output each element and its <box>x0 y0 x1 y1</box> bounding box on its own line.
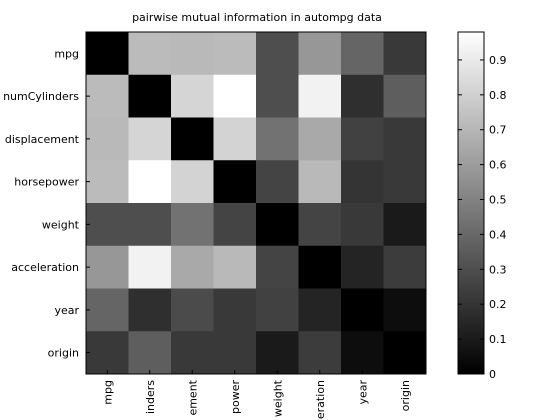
column-label-inders: inders <box>144 380 157 414</box>
heatmap-cell-displacement-year <box>341 117 384 161</box>
heatmap-cell-weight-power <box>213 203 257 247</box>
heatmap-cell-horsepower-year <box>341 160 384 204</box>
colorbar-tick-label: 0.3 <box>489 263 507 276</box>
heatmap-cell-displacement-weight <box>256 117 299 161</box>
heatmap-cell-origin-mpg <box>86 331 129 375</box>
heatmap-cell-origin-year <box>341 331 384 375</box>
heatmap-cell-acceleration-eration <box>298 245 342 289</box>
heatmap-cell-year-inders <box>128 288 172 332</box>
heatmap-cell-acceleration-power <box>213 245 257 289</box>
heatmap-cell-weight-inders <box>128 203 172 247</box>
column-label-origin: origin <box>399 380 412 411</box>
heatmap-cell-displacement-mpg <box>86 117 129 161</box>
row-label-displacement: displacement <box>5 133 80 146</box>
heatmap-cell-numCylinders-weight <box>256 74 299 118</box>
heatmap-cell-origin-ement <box>171 331 214 375</box>
heatmap-cell-mpg-weight <box>256 32 299 76</box>
column-label-power: power <box>229 380 242 414</box>
heatmap-cell-numCylinders-origin <box>383 74 427 118</box>
heatmap-cell-displacement-power <box>213 117 257 161</box>
colorbar-tick-label: 0.8 <box>489 89 507 102</box>
heatmap-cell-horsepower-origin <box>383 160 427 204</box>
heatmap-cell-year-mpg <box>86 288 129 332</box>
heatmap-cell-origin-eration <box>298 331 342 375</box>
colorbar-tick-label: 0.1 <box>489 333 507 346</box>
heatmap-cell-year-origin <box>383 288 427 332</box>
heatmap-cell-mpg-ement <box>171 32 214 76</box>
heatmap-cell-acceleration-origin <box>383 245 427 289</box>
heatmap-cell-numCylinders-year <box>341 74 384 118</box>
heatmap-cell-horsepower-eration <box>298 160 342 204</box>
heatmap-cell-origin-power <box>213 331 257 375</box>
row-label-horsepower: horsepower <box>14 176 79 189</box>
row-label-weight: weight <box>42 218 80 231</box>
heatmap-cell-year-ement <box>171 288 214 332</box>
heatmap-cell-mpg-year <box>341 32 384 76</box>
heatmap-cell-mpg-power <box>213 32 257 76</box>
row-label-numCylinders: numCylinders <box>3 90 79 103</box>
column-label-weight: weight <box>271 379 284 417</box>
heatmap-cell-horsepower-inders <box>128 160 172 204</box>
heatmap-cell-mpg-mpg <box>86 32 129 76</box>
heatmap-cell-acceleration-mpg <box>86 245 129 289</box>
heatmap-cell-acceleration-weight <box>256 245 299 289</box>
column-labels: mpg inders ement power weight eration year orig… <box>101 370 412 419</box>
row-labels: mpg numCylinders displacement horsepower wei… <box>3 47 90 360</box>
colorbar-tick-label: 0.2 <box>489 298 507 311</box>
heatmap-cell-horsepower-weight <box>256 160 299 204</box>
heatmap-cell-acceleration-ement <box>171 245 214 289</box>
colorbar: 0 0.1 0.2 0.3 0.4 0.5 0.6 0.7 0.8 0.9 <box>457 31 507 381</box>
colorbar-gradient <box>457 31 485 375</box>
heatmap-cell-year-power <box>213 288 257 332</box>
heatmap-cell-weight-eration <box>298 203 342 247</box>
heatmap-cell-acceleration-inders <box>128 245 172 289</box>
heatmap-cell-numCylinders-mpg <box>86 74 129 118</box>
heatmap-cells <box>86 32 427 375</box>
column-label-year: year <box>356 380 369 405</box>
plot-frame <box>85 31 427 375</box>
heatmap-cell-mpg-eration <box>298 32 342 76</box>
heatmap-cell-displacement-inders <box>128 117 172 161</box>
column-label-mpg: mpg <box>101 380 114 405</box>
heatmap-cell-displacement-eration <box>298 117 342 161</box>
heatmap-cell-acceleration-year <box>341 245 384 289</box>
heatmap-cell-origin-inders <box>128 331 172 375</box>
colorbar-tick-label: 0.6 <box>489 159 507 172</box>
heatmap-cell-horsepower-power <box>213 160 257 204</box>
heatmap-cell-weight-weight <box>256 203 299 247</box>
row-label-origin: origin <box>48 347 79 360</box>
heatmap-cell-weight-origin <box>383 203 427 247</box>
heatmap-cell-numCylinders-eration <box>298 74 342 118</box>
heatmap-cell-numCylinders-power <box>213 74 257 118</box>
heatmap-cell-mpg-origin <box>383 32 427 76</box>
heatmap-cell-horsepower-mpg <box>86 160 129 204</box>
heatmap-cell-year-weight <box>256 288 299 332</box>
heatmap-cell-year-eration <box>298 288 342 332</box>
heatmap-cell-origin-weight <box>256 331 299 375</box>
heatmap-cell-numCylinders-ement <box>171 74 214 118</box>
heatmap-cell-mpg-inders <box>128 32 172 76</box>
colorbar-tick-label: 0 <box>489 368 496 381</box>
row-label-mpg: mpg <box>54 47 79 60</box>
column-label-ement: ement <box>186 379 199 415</box>
heatmap-cell-year-year <box>341 288 384 332</box>
heatmap-cell-origin-origin <box>383 331 427 375</box>
heatmap-cell-displacement-origin <box>383 117 427 161</box>
colorbar-tick-label: 0.4 <box>489 228 507 241</box>
row-label-year: year <box>54 304 79 317</box>
heatmap-cell-numCylinders-inders <box>128 74 172 118</box>
colorbar-tick-label: 0.9 <box>489 54 507 67</box>
heatmap-cell-horsepower-ement <box>171 160 214 204</box>
heatmap-cell-weight-year <box>341 203 384 247</box>
colorbar-tick-label: 0.5 <box>489 194 507 207</box>
colorbar-tick-label: 0.7 <box>489 124 507 137</box>
heatmap-cell-weight-ement <box>171 203 214 247</box>
row-label-acceleration: acceleration <box>11 261 79 274</box>
heatmap-cell-displacement-ement <box>171 117 214 161</box>
column-label-eration: eration <box>314 380 327 419</box>
heatmap-cell-weight-mpg <box>86 203 129 247</box>
chart-title: pairwise mutual information in autompg d… <box>132 11 382 24</box>
